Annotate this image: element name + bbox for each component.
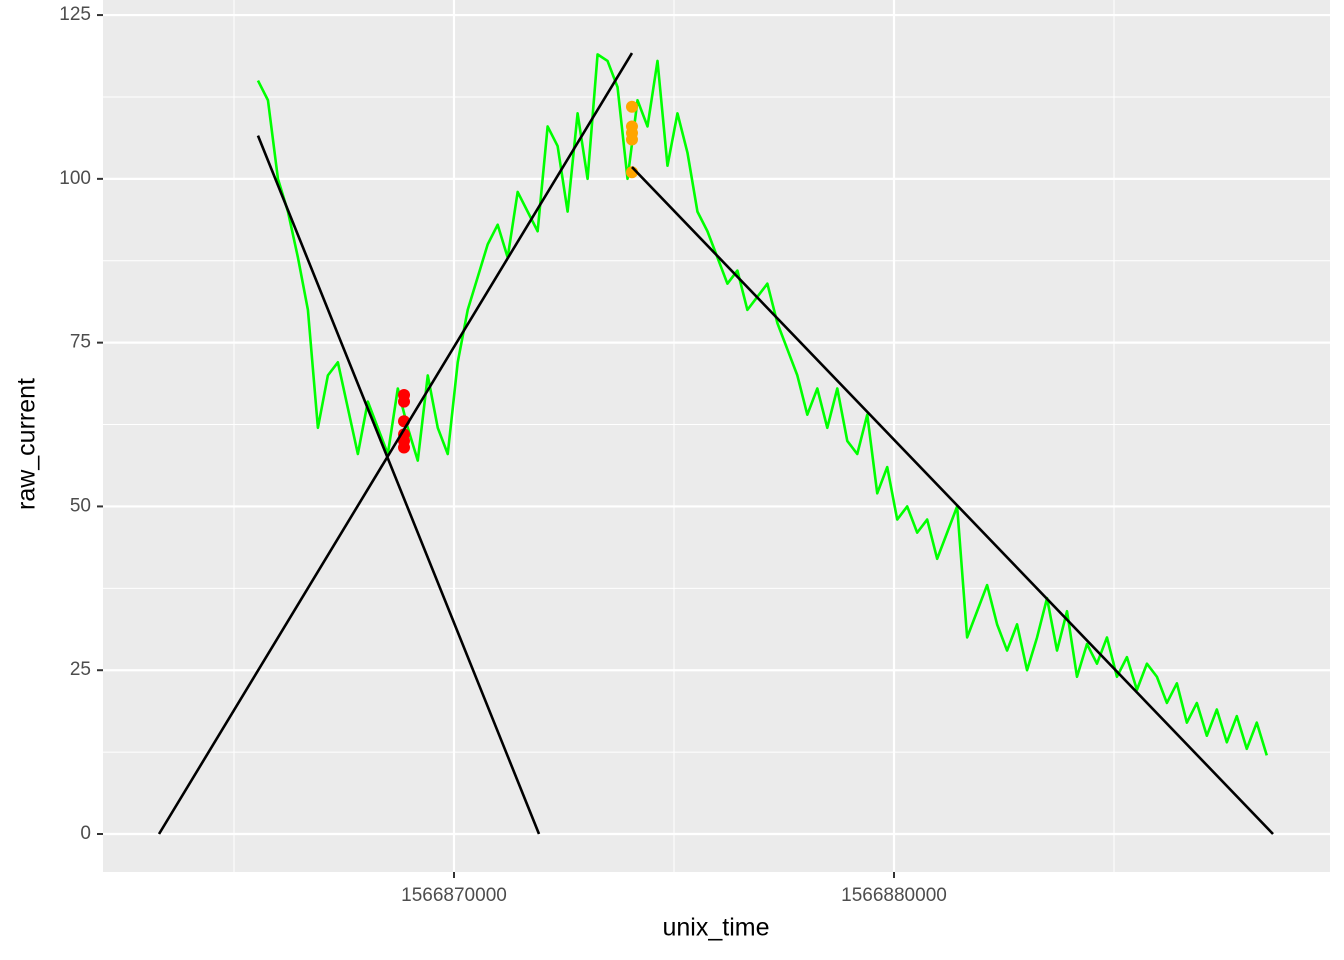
- point: [625, 133, 638, 146]
- plot-panel: [103, 0, 1330, 872]
- y-tick-label: 100: [59, 168, 91, 189]
- line: [157, 52, 634, 835]
- marks: [157, 52, 1274, 835]
- y-tick-label: 75: [70, 332, 91, 353]
- point: [625, 100, 638, 113]
- line: [631, 166, 1274, 835]
- grid: [103, 0, 1330, 872]
- y-tick-label: 0: [80, 823, 91, 844]
- x-tick-label: 1566880000: [841, 885, 947, 906]
- x-tick-label: 1566870000: [401, 885, 507, 906]
- x-axis-title: unix_time: [663, 914, 770, 942]
- line: [256, 53, 1269, 756]
- y-tick-label: 25: [70, 659, 91, 680]
- point: [398, 441, 411, 454]
- y-tick-label: 125: [59, 4, 91, 25]
- axes: 0 25 50 75 100 125 1566870000 1566880000: [59, 4, 947, 906]
- y-tick-label: 50: [70, 495, 91, 516]
- point: [398, 395, 411, 408]
- line: [256, 135, 541, 835]
- y-axis-title: raw_current: [13, 378, 41, 510]
